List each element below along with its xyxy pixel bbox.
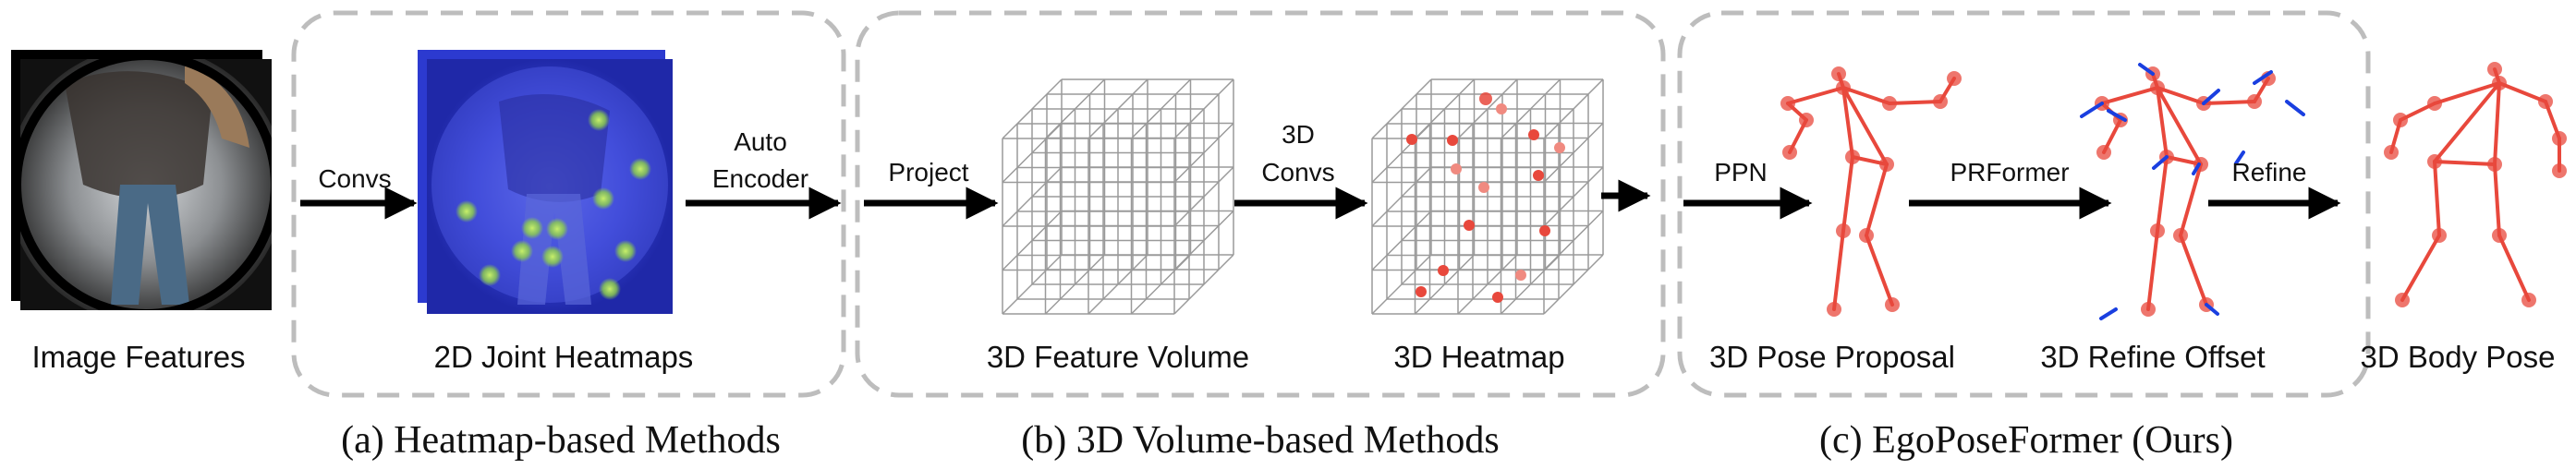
label-convs: Convs <box>318 164 391 193</box>
label-prformer: PRFormer <box>1950 158 2069 186</box>
stage-3d-body-pose: 3D Body Pose <box>2361 340 2556 374</box>
heatmap-3d-grid <box>1371 78 1604 315</box>
heatmap-3d-points <box>1406 92 1565 303</box>
stage-3d-refine-offset: 3D Refine Offset <box>2040 340 2265 374</box>
label-3d-convs-1: 3D <box>1282 120 1315 149</box>
caption-b: (b) 3D Volume-based Methods <box>1021 419 1500 462</box>
caption-c: (c) EgoPoseFormer (Ours) <box>1819 419 2233 462</box>
label-ppn: PPN <box>1714 158 1768 186</box>
pose-proposal-skeleton <box>1780 66 1962 317</box>
stage-3d-heatmap: 3D Heatmap <box>1393 340 1564 374</box>
image-features-graphic <box>11 50 272 310</box>
stage-image-features: Image Features <box>31 340 245 374</box>
label-refine: Refine <box>2232 158 2307 186</box>
group-b-box <box>855 10 1666 398</box>
label-auto-encoder-2: Encoder <box>712 164 808 193</box>
stage-2d-joint-heatmaps: 2D Joint Heatmaps <box>434 340 694 374</box>
label-3d-convs-2: Convs <box>1261 158 1334 186</box>
group-c-box <box>1677 10 2371 398</box>
heatmap-blobs <box>456 109 651 300</box>
feature-volume-grid <box>1002 78 1234 315</box>
caption-a: (a) Heatmap-based Methods <box>341 419 781 462</box>
label-auto-encoder-1: Auto <box>734 127 787 156</box>
refine-offset-vectors <box>2080 63 2305 320</box>
group-a-box <box>291 10 846 398</box>
refine-offset-skeleton <box>2095 66 2276 317</box>
stage-3d-feature-volume: 3D Feature Volume <box>987 340 1249 374</box>
label-project: Project <box>888 158 968 186</box>
body-pose-skeleton <box>2384 62 2567 307</box>
stage-3d-pose-proposal: 3D Pose Proposal <box>1709 340 1955 374</box>
joint-heatmaps-graphic <box>418 50 673 314</box>
